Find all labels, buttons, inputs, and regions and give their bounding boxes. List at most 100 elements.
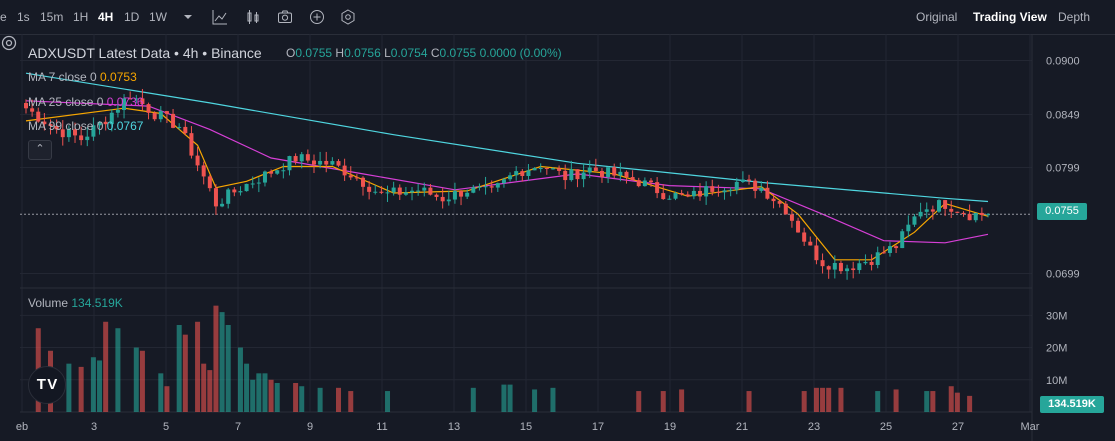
candle xyxy=(287,156,292,171)
ma7-label: MA 7 close 0 xyxy=(28,70,97,84)
candle xyxy=(152,112,157,120)
indicators-icon[interactable] xyxy=(212,9,228,25)
candle xyxy=(728,189,733,191)
candle xyxy=(446,199,451,202)
volume-bar xyxy=(470,387,476,412)
volume-legend: Volume 134.519K xyxy=(28,296,123,310)
candle xyxy=(452,190,457,200)
candle xyxy=(630,177,635,181)
candle xyxy=(538,168,543,170)
candle xyxy=(256,182,261,184)
volume-bar xyxy=(66,363,72,412)
candle xyxy=(624,171,629,178)
interval-1d[interactable]: 1D xyxy=(124,10,140,24)
candle xyxy=(128,98,133,100)
candle xyxy=(685,194,690,197)
chart-area[interactable]: 0.0900 0.0849 0.0799 0.0699 30M 20M 10M eb 3 5 7 9 1… xyxy=(0,34,1115,441)
interval-1h[interactable]: 1H xyxy=(73,10,89,24)
candle xyxy=(508,175,513,180)
change-value: 0.0000 (0.00%) xyxy=(479,46,562,60)
symbol-title: ADXUSDT Latest Data • 4h • Binance xyxy=(28,45,262,61)
candle xyxy=(318,160,323,165)
candle xyxy=(845,268,850,272)
ma99-legend[interactable]: MA 99 close 0 0.0767 xyxy=(28,119,143,133)
candle xyxy=(330,161,335,165)
candle xyxy=(24,103,28,109)
volume-bar xyxy=(244,363,250,412)
candle xyxy=(789,214,794,221)
volume-bar xyxy=(893,389,899,412)
candle xyxy=(961,212,966,215)
volume-bar xyxy=(746,391,752,412)
view-original[interactable]: Original xyxy=(916,10,958,24)
interval-e[interactable]: e xyxy=(0,10,7,24)
volume-bar xyxy=(679,389,685,412)
candle xyxy=(213,188,218,207)
candle xyxy=(244,183,249,192)
candle xyxy=(986,214,990,216)
candle xyxy=(305,154,310,161)
interval-15m[interactable]: 15m xyxy=(40,10,64,24)
candle xyxy=(397,187,402,195)
price-chart[interactable]: 0.0900 0.0849 0.0799 0.0699 30M 20M 10M eb 3 5 7 9 1… xyxy=(0,34,1115,441)
view-trading-view[interactable]: Trading View xyxy=(973,10,1047,24)
candle xyxy=(606,167,611,178)
candle xyxy=(60,129,65,138)
ma25-legend[interactable]: MA 25 close 0 0.0736 xyxy=(28,95,143,109)
candle xyxy=(869,261,874,265)
candle xyxy=(495,183,500,188)
candle xyxy=(967,214,972,221)
volume-bar xyxy=(225,325,231,412)
ma7-legend[interactable]: MA 7 close 0 0.0753 xyxy=(28,70,137,84)
time-axis-label: 3 xyxy=(91,421,97,433)
volume-bar xyxy=(219,312,225,412)
candle xyxy=(599,170,604,178)
volume-bar xyxy=(317,387,323,412)
chart-toolbar: e 1s 15m 1H 4H 1D 1W Original Trading Vi… xyxy=(0,0,1115,35)
chevron-down-icon[interactable] xyxy=(180,9,196,25)
candle xyxy=(36,111,41,122)
candle xyxy=(501,179,506,184)
gear-icon[interactable] xyxy=(0,34,18,52)
interval-4h[interactable]: 4H xyxy=(98,10,114,24)
interval-1s[interactable]: 1s xyxy=(17,10,30,24)
volume-bar xyxy=(826,387,832,412)
time-axis-label: 11 xyxy=(376,421,387,433)
candle xyxy=(477,186,482,188)
volume-bar xyxy=(967,395,973,412)
candle xyxy=(753,180,758,191)
candle xyxy=(483,186,488,188)
volume-bar xyxy=(501,384,507,412)
candle xyxy=(924,209,929,212)
candle xyxy=(158,111,163,120)
candle xyxy=(434,194,439,197)
settings-hex-icon[interactable] xyxy=(340,9,356,25)
candle xyxy=(391,187,396,193)
time-axis-label: 25 xyxy=(880,421,892,433)
candle xyxy=(177,126,182,128)
candle xyxy=(814,245,819,261)
volume-bar xyxy=(838,387,844,412)
candle xyxy=(348,175,353,178)
volume-bar xyxy=(507,384,513,412)
view-depth[interactable]: Depth xyxy=(1058,10,1091,24)
candle xyxy=(361,177,366,187)
candle xyxy=(183,126,188,134)
candle xyxy=(636,180,641,187)
camera-icon[interactable] xyxy=(277,9,293,25)
candle xyxy=(747,179,752,181)
candle xyxy=(367,186,372,192)
ma7-value: 0.0753 xyxy=(100,70,137,84)
add-icon[interactable] xyxy=(309,9,325,25)
candles-icon[interactable] xyxy=(245,9,261,25)
volume-bar xyxy=(115,328,121,412)
collapse-legend-button[interactable]: ⌃ xyxy=(28,140,52,160)
interval-1w[interactable]: 1W xyxy=(149,10,167,24)
price-axis-label: 0.0849 xyxy=(1046,110,1080,122)
candle xyxy=(189,133,194,156)
volume-bar xyxy=(195,321,201,412)
candle xyxy=(765,187,770,199)
candle xyxy=(336,161,341,166)
volume-bar xyxy=(813,387,819,412)
candle xyxy=(532,168,537,171)
